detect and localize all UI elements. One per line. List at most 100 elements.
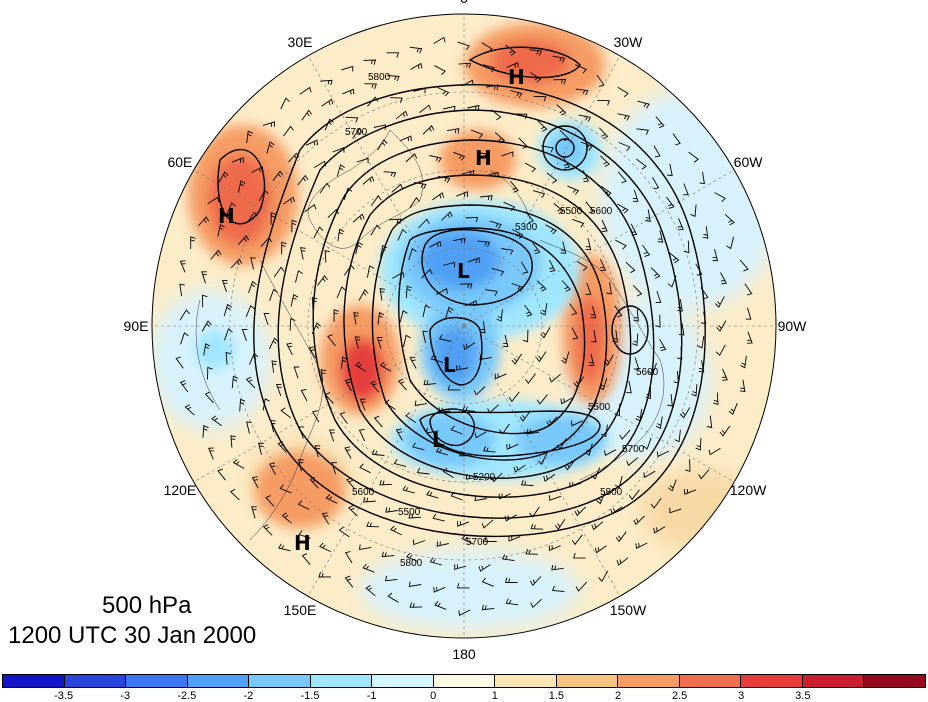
wind-barb — [462, 405, 475, 412]
wind-barb — [612, 330, 618, 343]
wind-barb — [251, 476, 259, 489]
high-center: H — [475, 146, 492, 170]
colorbar-swatch — [741, 675, 803, 687]
wind-barb — [405, 153, 418, 163]
wind-barb — [353, 312, 359, 325]
wind-barb — [304, 203, 317, 213]
wind-barb — [358, 289, 369, 301]
colorbar-swatches — [2, 674, 926, 688]
wind-barb — [208, 447, 214, 460]
wind-barb — [405, 285, 412, 299]
wind-barb — [345, 116, 359, 123]
wind-barb — [363, 497, 376, 503]
low-center: L — [457, 259, 470, 283]
wind-barb — [698, 469, 710, 480]
wind-barb — [617, 86, 629, 98]
wind-barb — [327, 334, 336, 347]
wind-barb — [391, 183, 404, 193]
longitude-label: 90W — [778, 318, 808, 334]
wind-barb — [549, 495, 562, 501]
wind-barb — [650, 267, 661, 279]
wind-barb — [479, 354, 492, 361]
wind-barb — [626, 457, 638, 467]
wind-barb — [739, 379, 746, 393]
wind-barb — [461, 170, 475, 176]
wind-barb — [359, 398, 366, 411]
meridian-line — [307, 55, 465, 327]
colorbar-tick-label: 1.5 — [548, 690, 565, 702]
wind-barb — [688, 151, 699, 163]
wind-barb — [669, 252, 680, 264]
wind-barb — [546, 416, 558, 427]
wind-barb — [511, 353, 522, 365]
wind-barb — [614, 305, 623, 318]
wind-barb — [678, 323, 685, 336]
wind-barb — [340, 356, 348, 370]
wind-barb — [633, 515, 645, 526]
wind-barb — [695, 437, 702, 451]
wind-barb — [249, 352, 259, 365]
wind-barb — [217, 468, 226, 481]
wind-barb — [408, 247, 417, 261]
wind-barb — [653, 526, 666, 534]
wind-barb — [567, 185, 580, 195]
wind-barb — [289, 318, 296, 331]
wind-barb — [617, 113, 631, 121]
wind-barb — [393, 459, 407, 468]
wind-barb — [458, 62, 472, 69]
wind-barb — [739, 259, 749, 272]
wind-barb — [529, 49, 543, 56]
wind-barb — [680, 407, 691, 419]
wind-barb — [632, 284, 643, 297]
wind-barb — [604, 449, 617, 456]
wind-barb — [572, 218, 585, 228]
wind-barb — [655, 116, 665, 129]
wind-barb — [380, 244, 388, 258]
wind-barb — [574, 506, 586, 517]
wind-barb — [258, 189, 269, 202]
wind-barb — [251, 166, 264, 173]
wind-barb — [598, 377, 608, 391]
graticule — [152, 14, 776, 638]
wind-barb — [575, 581, 588, 592]
contour-label: 5600 — [636, 367, 659, 378]
wind-barb — [553, 203, 564, 215]
wind-barb — [667, 163, 673, 177]
longitude-label: 60E — [167, 154, 192, 170]
wind-barb — [569, 482, 582, 488]
wind-barb — [321, 512, 330, 525]
wind-barb — [489, 220, 502, 229]
contour-label: 5200 — [473, 472, 496, 483]
wind-barb — [179, 283, 185, 297]
wind-barb — [485, 289, 498, 297]
wind-barb — [239, 398, 246, 412]
wind-barb — [657, 230, 664, 243]
wind-barb — [600, 155, 610, 167]
wind-barb — [525, 373, 536, 384]
wind-barb — [636, 128, 649, 135]
wind-barb — [511, 283, 524, 292]
wind-barb — [180, 332, 189, 345]
wind-barb — [241, 328, 248, 341]
wind-barb — [548, 545, 561, 552]
wind-barb — [272, 170, 284, 182]
wind-barb — [273, 266, 285, 278]
wind-barb — [521, 261, 529, 274]
wind-barb — [720, 272, 727, 285]
wind-barb — [293, 366, 300, 379]
wind-barb — [246, 421, 252, 434]
wind-barb — [700, 287, 709, 300]
wind-barb — [590, 330, 597, 343]
wind-barb — [695, 263, 703, 276]
wind-barb — [197, 216, 210, 227]
wind-barb — [571, 327, 579, 340]
contour-label: 5300 — [515, 222, 538, 233]
wind-barb — [556, 438, 567, 450]
wind-barb — [481, 519, 494, 529]
wind-barb — [348, 505, 358, 517]
wind-barb — [370, 195, 382, 206]
wind-barb — [207, 196, 220, 205]
wind-barb — [352, 213, 365, 223]
contour-label: 5800 — [400, 558, 423, 569]
wind-barb — [409, 197, 420, 209]
